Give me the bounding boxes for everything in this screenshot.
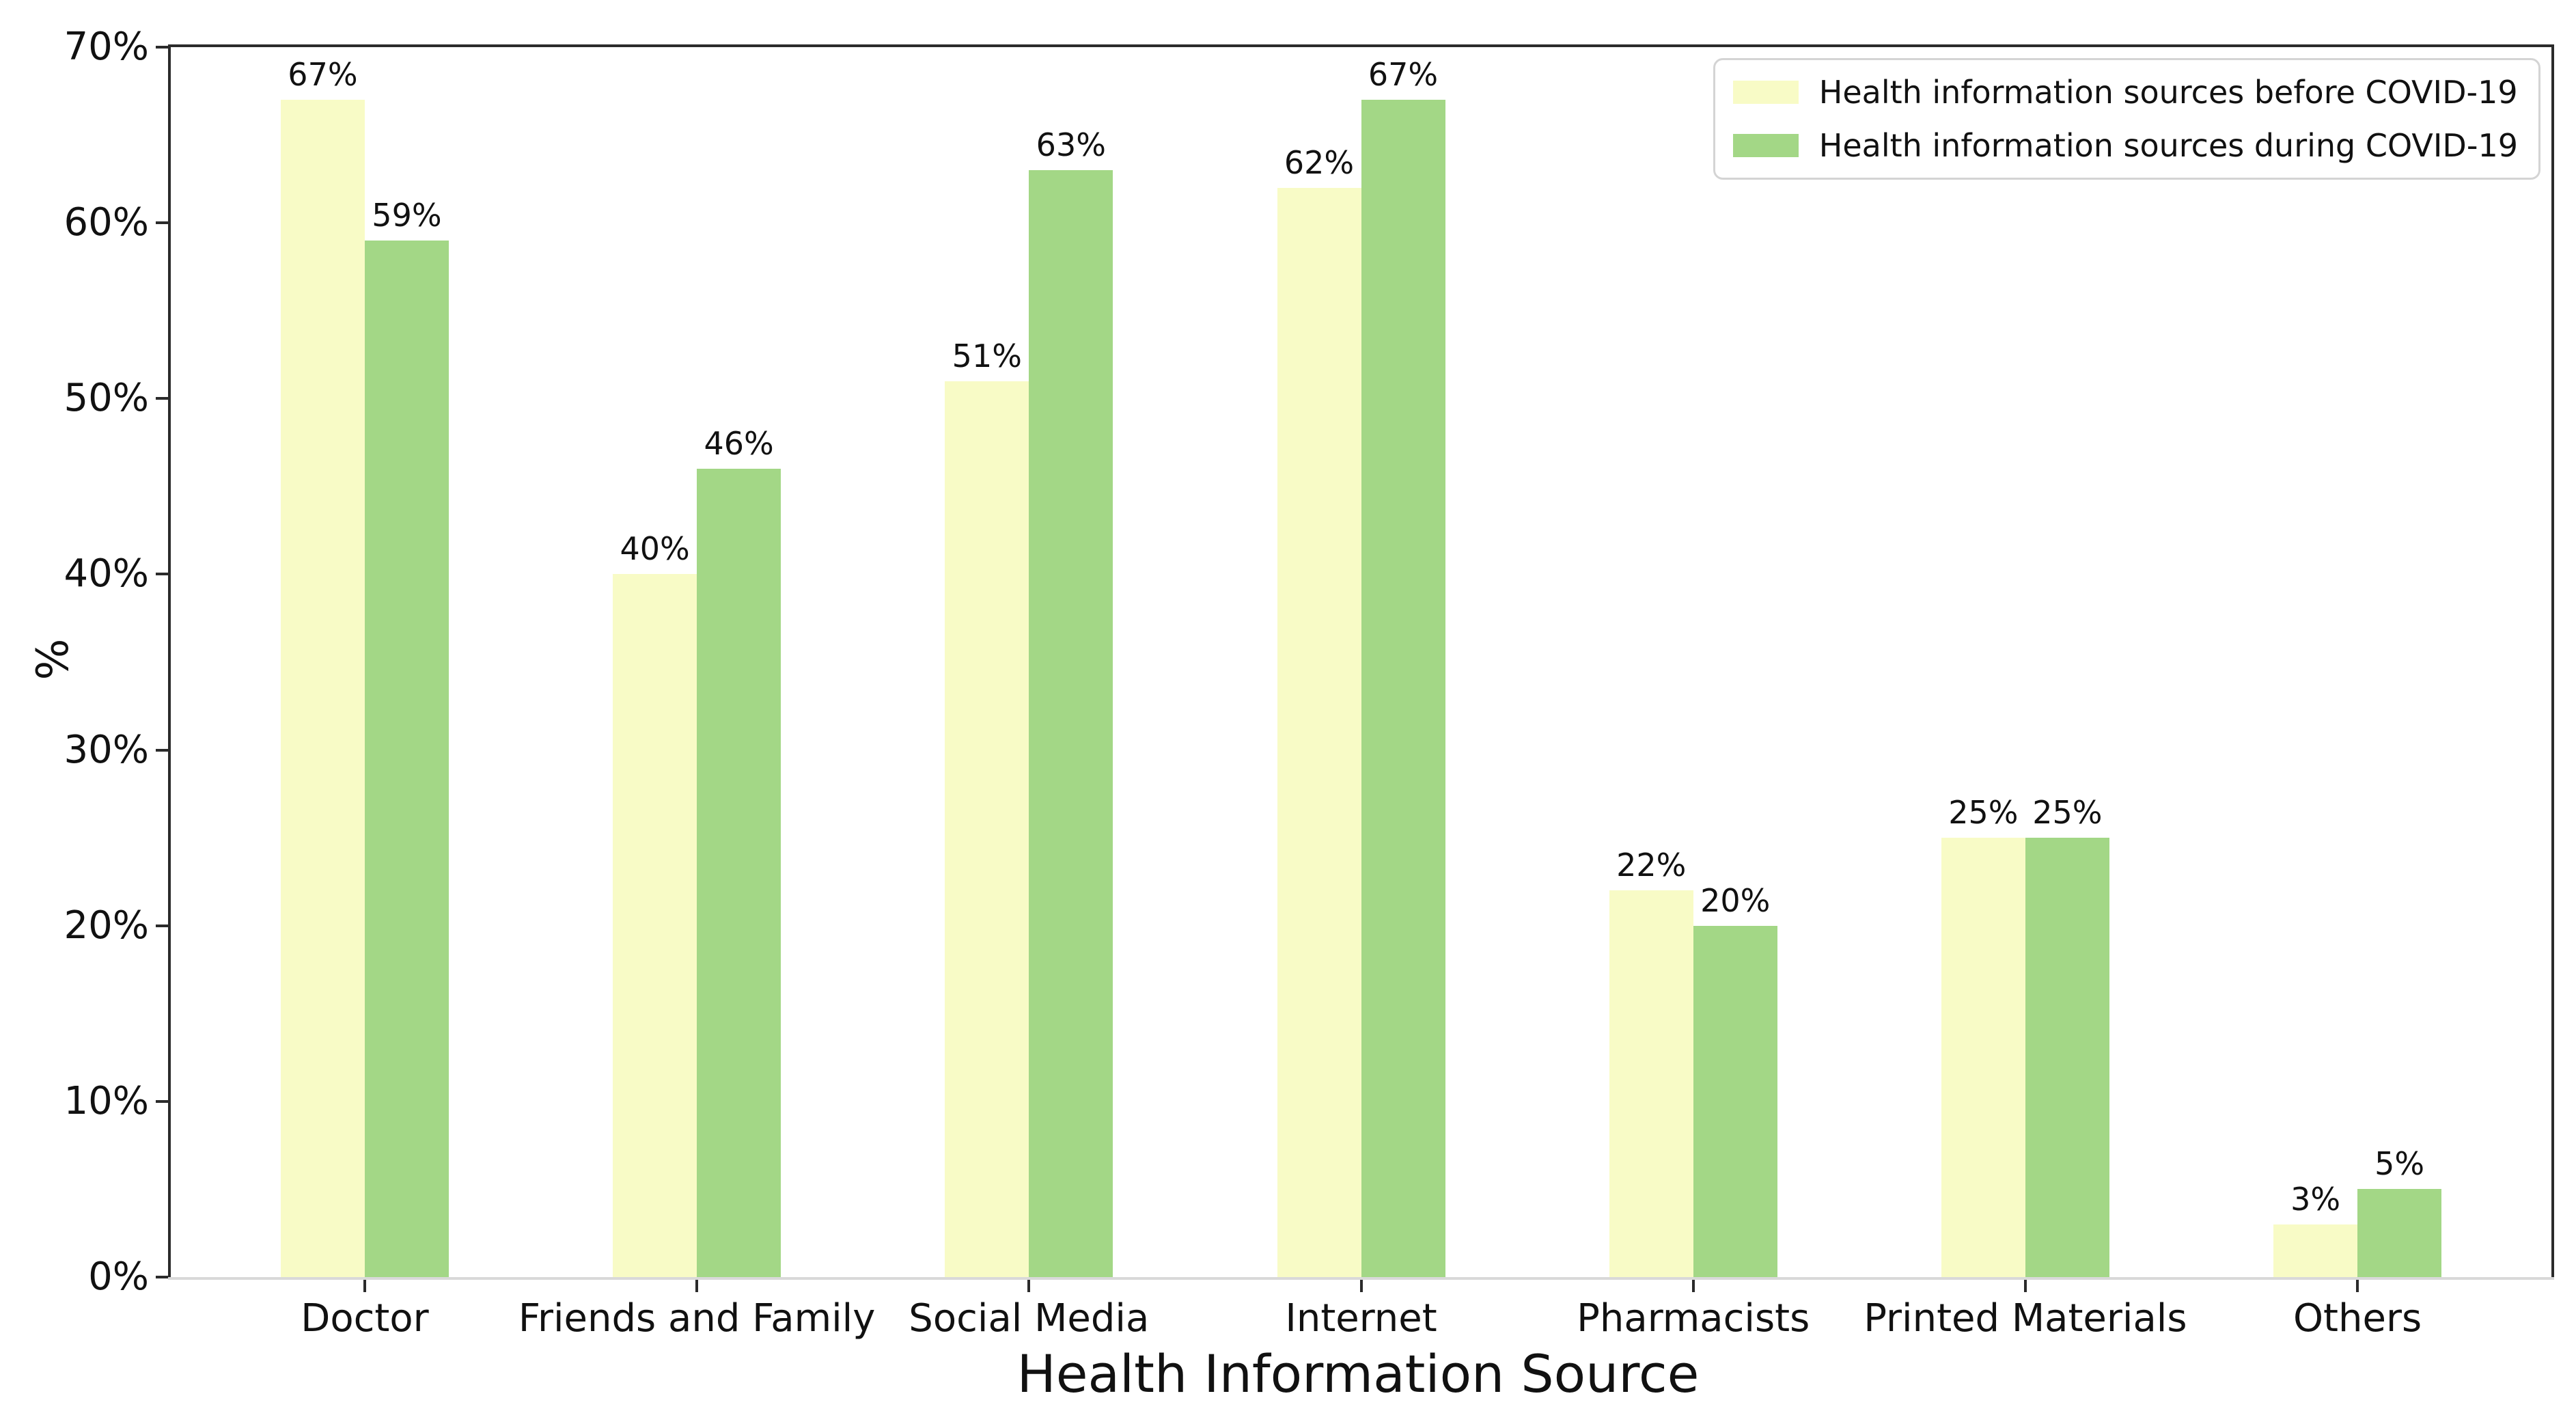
bar-before-5: 25% <box>1941 797 2025 1277</box>
bar-during-0: 59% <box>364 200 449 1277</box>
bar-value-label: 22% <box>1616 847 1687 884</box>
plot-area: 67% 40% 51% 62% 22% 25% 3% 59% 46% 63% 67% 20% 25% 5%… <box>64 28 2554 1339</box>
bar-during-2: 63% <box>1029 129 1113 1277</box>
bar-value-label: 63% <box>1036 126 1106 163</box>
bar-value-label: 51% <box>952 337 1022 374</box>
legend: Health information sources before COVID-… <box>1713 58 2540 180</box>
bar-during-5: 25% <box>2025 797 2109 1277</box>
x-tick <box>695 1280 699 1292</box>
x-tick-label-2: Social Media <box>909 1296 1150 1341</box>
y-tick <box>156 924 168 927</box>
x-tick-label-3: Internet <box>1285 1296 1437 1341</box>
x-tick-label-4: Pharmacists <box>1577 1296 1810 1341</box>
x-tick <box>1027 1280 1031 1292</box>
bar-before-0: 67% <box>280 59 365 1277</box>
x-tick <box>363 1280 366 1292</box>
x-axis-line <box>168 1277 2554 1280</box>
bar-value-label: 67% <box>1368 56 1439 94</box>
bar-value-label: 5% <box>2374 1145 2425 1183</box>
y-tick-label: 40% <box>64 551 149 597</box>
y-tick-label: 30% <box>64 727 149 772</box>
x-tick-label-6: Others <box>2293 1296 2422 1341</box>
y-tick-label: 20% <box>64 903 149 948</box>
y-tick <box>156 397 168 400</box>
x-tick <box>2356 1280 2359 1292</box>
x-tick-label-1: Friends and Family <box>518 1296 876 1341</box>
x-tick <box>1359 1280 1363 1292</box>
y-tick <box>156 1099 168 1103</box>
y-tick-label: 10% <box>64 1078 149 1123</box>
y-tick <box>156 221 168 225</box>
x-tick <box>2023 1280 2027 1292</box>
y-tick <box>156 573 168 576</box>
legend-label-during: Health information sources during COVID-… <box>1818 127 2518 164</box>
y-tick-label: 0% <box>88 1255 149 1299</box>
y-tick-label: 50% <box>64 376 149 421</box>
bar-before-2: 51% <box>945 340 1029 1277</box>
y-tick <box>156 46 168 49</box>
bar-value-label: 25% <box>2032 794 2103 832</box>
bar-during-1: 46% <box>697 428 781 1277</box>
bar-before-3: 62% <box>1277 147 1361 1277</box>
y-tick <box>156 748 168 752</box>
bar-value-label: 25% <box>1948 794 2019 832</box>
bar-during-3: 67% <box>1361 59 1445 1277</box>
bar-value-label: 3% <box>2290 1180 2341 1218</box>
bar-before-1: 40% <box>613 533 697 1277</box>
legend-item-during: Health information sources during COVID-… <box>1732 127 2518 164</box>
y-tick-label: 60% <box>64 200 149 245</box>
legend-swatch-before <box>1732 81 1799 104</box>
legend-label-before: Health information sources before COVID-… <box>1818 74 2518 111</box>
bar-value-label: 20% <box>1700 881 1771 919</box>
bar-before-6: 3% <box>2273 1183 2358 1277</box>
x-tick <box>1691 1280 1695 1292</box>
x-tick-label-5: Printed Materials <box>1864 1296 2187 1341</box>
x-tick-label-0: Doctor <box>301 1296 429 1341</box>
y-axis-title: % <box>28 638 79 681</box>
y-tick <box>156 1276 168 1278</box>
bar-value-label: 62% <box>1284 143 1355 181</box>
y-tick-label: 70% <box>64 25 149 69</box>
bar-during-6: 5% <box>2357 1148 2442 1277</box>
bar-before-4: 22% <box>1609 849 1693 1277</box>
bar-value-label: 46% <box>704 425 774 463</box>
bar-value-label: 40% <box>620 530 690 568</box>
bar-during-4: 20% <box>1693 885 1777 1277</box>
bar-value-label: 67% <box>288 56 358 94</box>
legend-item-before: Health information sources before COVID-… <box>1732 74 2518 111</box>
legend-swatch-during <box>1732 134 1799 157</box>
x-axis-title: Health Information Source <box>1016 1343 1700 1404</box>
bar-value-label: 59% <box>372 196 442 234</box>
